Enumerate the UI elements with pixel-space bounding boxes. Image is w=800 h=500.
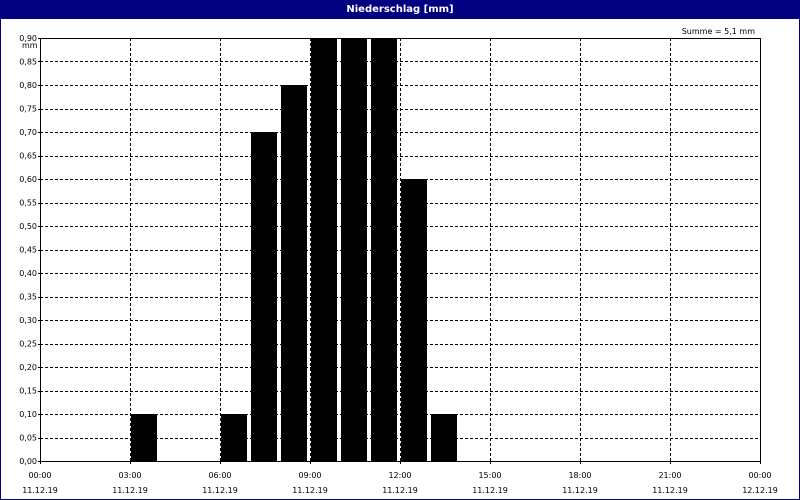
y-tick-label: 0,25: [19, 340, 37, 349]
y-tick-label: 0,00: [19, 457, 37, 466]
y-tick-label: 0,45: [19, 246, 37, 255]
x-tick-date: 11.12.19: [292, 486, 328, 495]
bar: [341, 38, 367, 461]
x-tick-time: 00:00: [748, 471, 771, 480]
y-tick-label: 0,85: [19, 58, 37, 67]
bar: [251, 132, 277, 461]
x-tick-time: 06:00: [208, 471, 231, 480]
y-axis-unit: mm: [22, 41, 38, 50]
x-tick-time: 03:00: [118, 471, 141, 480]
y-tick-label: 0,15: [19, 387, 37, 396]
y-tick-label: 0,50: [19, 222, 37, 231]
bar: [281, 85, 307, 461]
bar: [401, 179, 427, 461]
y-tick-label: 0,70: [19, 128, 37, 137]
y-tick-label: 0,90: [19, 34, 37, 43]
x-tick-time: 00:00: [28, 471, 51, 480]
x-tick-date: 11.12.19: [112, 486, 148, 495]
x-tick-date: 11.12.19: [22, 486, 58, 495]
y-tick-label: 0,20: [19, 363, 37, 372]
x-tick-time: 12:00: [388, 471, 411, 480]
y-tick-label: 0,75: [19, 105, 37, 114]
x-tick-date: 11.12.19: [202, 486, 238, 495]
x-tick-time: 15:00: [478, 471, 501, 480]
y-tick-label: 0,35: [19, 293, 37, 302]
bar: [431, 414, 457, 461]
bar: [131, 414, 157, 461]
y-tick-label: 0,80: [19, 81, 37, 90]
y-tick-label: 0,60: [19, 175, 37, 184]
x-tick-date: 11.12.19: [472, 486, 508, 495]
y-tick-label: 0,30: [19, 316, 37, 325]
x-tick-time: 09:00: [298, 471, 321, 480]
bar: [371, 38, 397, 461]
x-tick-date: 11.12.19: [652, 486, 688, 495]
y-tick-label: 0,55: [19, 199, 37, 208]
y-tick-label: 0,40: [19, 269, 37, 278]
x-tick-date: 11.12.19: [382, 486, 418, 495]
x-tick-date: 11.12.19: [562, 486, 598, 495]
x-tick-time: 18:00: [568, 471, 591, 480]
sum-annotation: Summe = 5,1 mm: [682, 27, 756, 36]
bar: [221, 414, 247, 461]
y-tick-label: 0,05: [19, 434, 37, 443]
x-tick-date: 12.12.19: [742, 486, 778, 495]
chart-title: Niederschlag [mm]: [1, 1, 799, 19]
y-tick-label: 0,65: [19, 152, 37, 161]
bar: [311, 38, 337, 461]
x-tick-time: 21:00: [658, 471, 681, 480]
y-tick-label: 0,10: [19, 410, 37, 419]
